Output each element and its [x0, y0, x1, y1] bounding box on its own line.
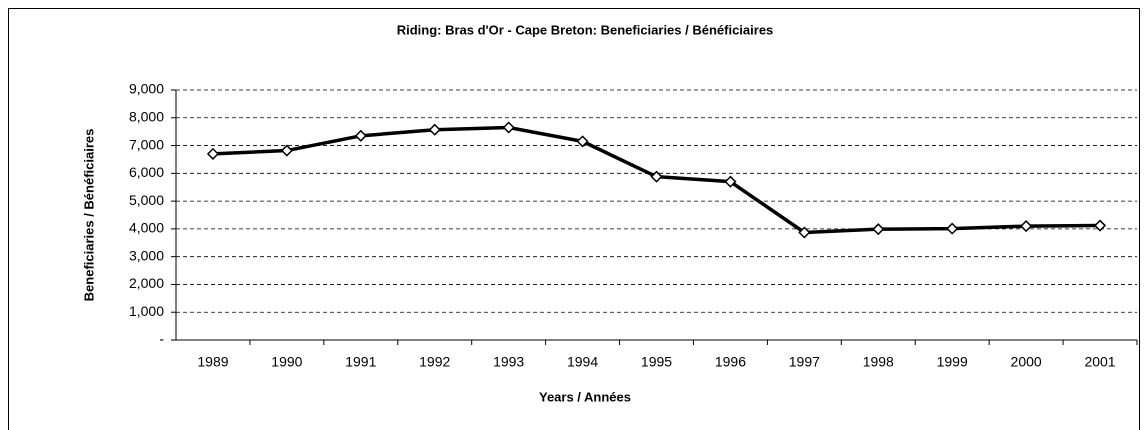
- chart-title: Riding: Bras d'Or - Cape Breton: Benefic…: [397, 22, 774, 37]
- x-tick-label: 1992: [419, 354, 450, 370]
- marker: [1093, 219, 1107, 232]
- marker: [946, 222, 959, 235]
- x-tick-label: 1989: [197, 354, 228, 370]
- y-tick-label: 5,000: [129, 192, 164, 208]
- marker: [798, 226, 811, 239]
- y-tick-label: 4,000: [129, 220, 164, 236]
- x-tick-label: 1991: [345, 354, 376, 370]
- x-tick-label: 1994: [567, 354, 598, 370]
- x-tick-label: 1995: [641, 354, 672, 370]
- marker: [872, 223, 885, 236]
- marker: [428, 123, 441, 136]
- marker: [650, 170, 663, 183]
- x-tick-label: 2001: [1084, 354, 1115, 370]
- y-tick-label: -: [159, 331, 164, 347]
- x-tick-label: 2000: [1011, 354, 1042, 370]
- marker: [502, 121, 515, 134]
- y-tick-label: 3,000: [129, 247, 164, 263]
- x-tick-label: 1990: [271, 354, 302, 370]
- marker: [206, 147, 220, 160]
- y-tick-label: 2,000: [129, 275, 164, 291]
- x-tick-label: 1998: [863, 354, 894, 370]
- y-tick-label: 8,000: [129, 108, 164, 124]
- marker: [280, 144, 293, 157]
- x-axis-title: Years / Années: [539, 389, 631, 404]
- x-tick-label: 1996: [715, 354, 746, 370]
- y-tick-label: 9,000: [129, 81, 164, 97]
- x-tick-label: 1993: [493, 354, 524, 370]
- marker: [1020, 220, 1033, 233]
- y-tick-label: 7,000: [129, 136, 164, 152]
- y-axis-title: Beneficiaries / Bénéficiaires: [81, 129, 96, 302]
- marker: [354, 129, 367, 142]
- y-tick-label: 6,000: [129, 164, 164, 180]
- x-tick-label: 1999: [937, 354, 968, 370]
- marker: [724, 175, 737, 188]
- x-tick-label: 1997: [789, 354, 820, 370]
- marker: [576, 135, 589, 148]
- y-tick-label: 1,000: [129, 303, 164, 319]
- chart-border: [8, 8, 1140, 430]
